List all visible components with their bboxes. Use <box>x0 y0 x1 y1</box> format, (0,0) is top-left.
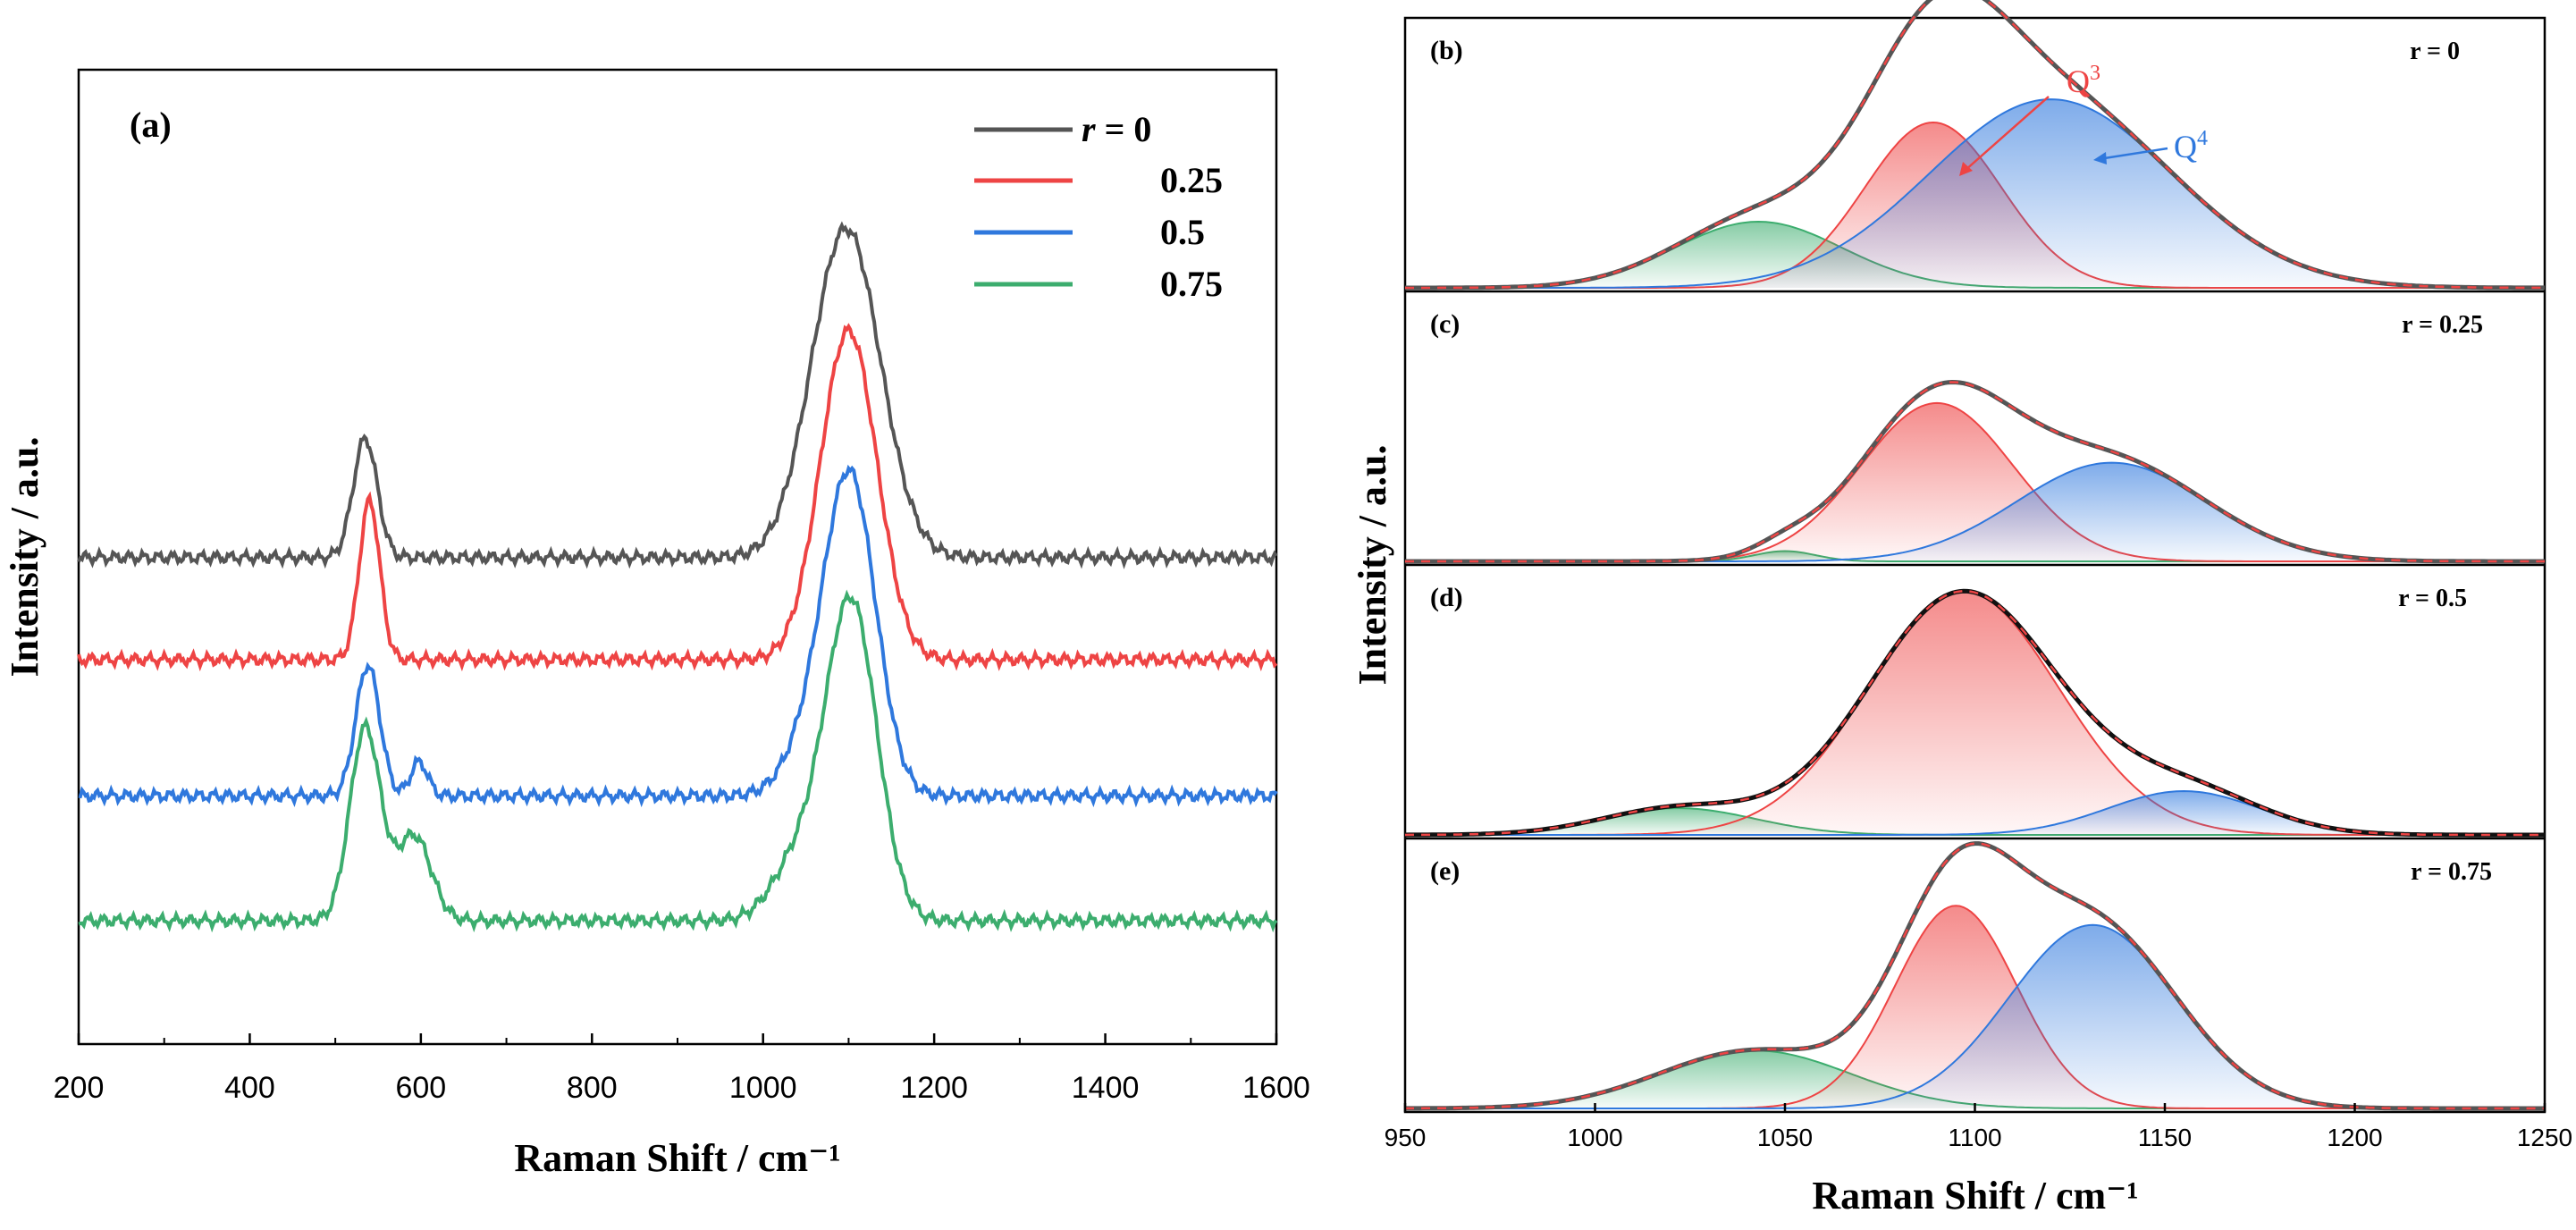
series-line-r075 <box>78 589 1278 933</box>
panel-e-label: (e) <box>1430 856 1460 886</box>
panel-be-x-tick-label: 1000 <box>1567 1124 1622 1151</box>
panel-d-green-fill <box>1405 808 2545 835</box>
panel-a-x-axis-title: Raman Shift / cm⁻¹ <box>514 1136 840 1180</box>
panel-a-x-tick-label: 1400 <box>1072 1071 1140 1105</box>
panel-b-measured-spectrum <box>1405 0 2545 291</box>
panel-e-q3-fill <box>1405 906 2545 1108</box>
panel-a-x-tick-label: 1000 <box>729 1071 797 1105</box>
panel-b-label: (b) <box>1430 36 1463 65</box>
q3-arrow <box>1964 96 2050 172</box>
panel-be-x-tick-label: 1150 <box>2138 1124 2192 1151</box>
legend-label-r075: 0.75 <box>1160 264 1223 304</box>
panel-a-x-tick-label: 1200 <box>900 1071 968 1105</box>
q3-arrowhead <box>1959 162 1973 176</box>
panel-c-label: (c) <box>1430 309 1460 339</box>
panel-a-x-tick-label: 200 <box>54 1071 105 1105</box>
panel-a-y-axis-title: Intensity / a.u. <box>3 437 46 678</box>
panel-c-r-label: r = 0.25 <box>2402 311 2483 339</box>
series-line-r0 <box>77 221 1278 569</box>
panel-b-green-fill <box>1405 222 2545 288</box>
panel-be-x-axis-title: Raman Shift / cm⁻¹ <box>1812 1174 2138 1217</box>
panel-a-x-tick-label: 800 <box>567 1071 618 1105</box>
panel-c-measured-spectrum <box>1405 379 2545 564</box>
panel-be-x-tick-label: 1050 <box>1757 1124 1813 1151</box>
panel-d-label: (d) <box>1430 583 1463 612</box>
panel-be-y-axis-title: Intensity / a.u. <box>1351 445 1394 686</box>
panel-a-x-tick-label: 400 <box>224 1071 275 1105</box>
legend-label-r025: 0.25 <box>1160 160 1223 200</box>
legend: r = 0 0.25 0.5 0.75 <box>974 109 1223 304</box>
panel-a-x-tick-label: 600 <box>395 1071 446 1105</box>
legend-label-r05: 0.5 <box>1160 212 1205 252</box>
q4-arrow <box>2098 147 2168 161</box>
legend-label-r0: r = 0 <box>1082 109 1151 149</box>
panel-b-r-label: r = 0 <box>2410 38 2460 65</box>
panel-d-q3-fill <box>1405 592 2545 835</box>
panel-be-x-tick-label: 1100 <box>1948 1124 2001 1151</box>
panel-c-q3-fill <box>1405 402 2545 561</box>
panel-be-x-tick-label: 950 <box>1385 1124 1427 1151</box>
panel-a: 200 400 600 800 1000 1200 1400 1600 (a) r = 0 0… <box>3 68 1310 1180</box>
panel-e-r-label: r = 0.75 <box>2411 858 2492 886</box>
panel-e-green-fill <box>1405 1050 2545 1108</box>
series-line-r025 <box>77 323 1278 672</box>
panel-a-label: (a) <box>130 105 172 145</box>
panel-d-r-label: r = 0.5 <box>2398 585 2467 612</box>
panels-b-to-e: 950 1000 1050 1100 1150 1200 1250 (b) (c) (d) … <box>1351 0 2572 1217</box>
panel-a-x-tick-label: 1600 <box>1242 1071 1310 1105</box>
panel-b-q4-fill <box>1405 99 2545 288</box>
panel-d-fitted-spectrum <box>1404 589 2545 837</box>
panel-be-x-tick-label: 1200 <box>2327 1124 2382 1151</box>
panel-be-x-tick-label: 1250 <box>2517 1124 2572 1151</box>
panel-d-q4-fill <box>1405 791 2545 835</box>
q3-annotation: Q3 <box>2067 62 2100 99</box>
q4-arrowhead <box>2093 152 2107 164</box>
series-line-r05 <box>78 464 1278 808</box>
q4-annotation: Q4 <box>2174 127 2208 164</box>
panel-e-q4-fill <box>1405 924 2545 1108</box>
panel-c-q4-fill <box>1405 462 2545 561</box>
